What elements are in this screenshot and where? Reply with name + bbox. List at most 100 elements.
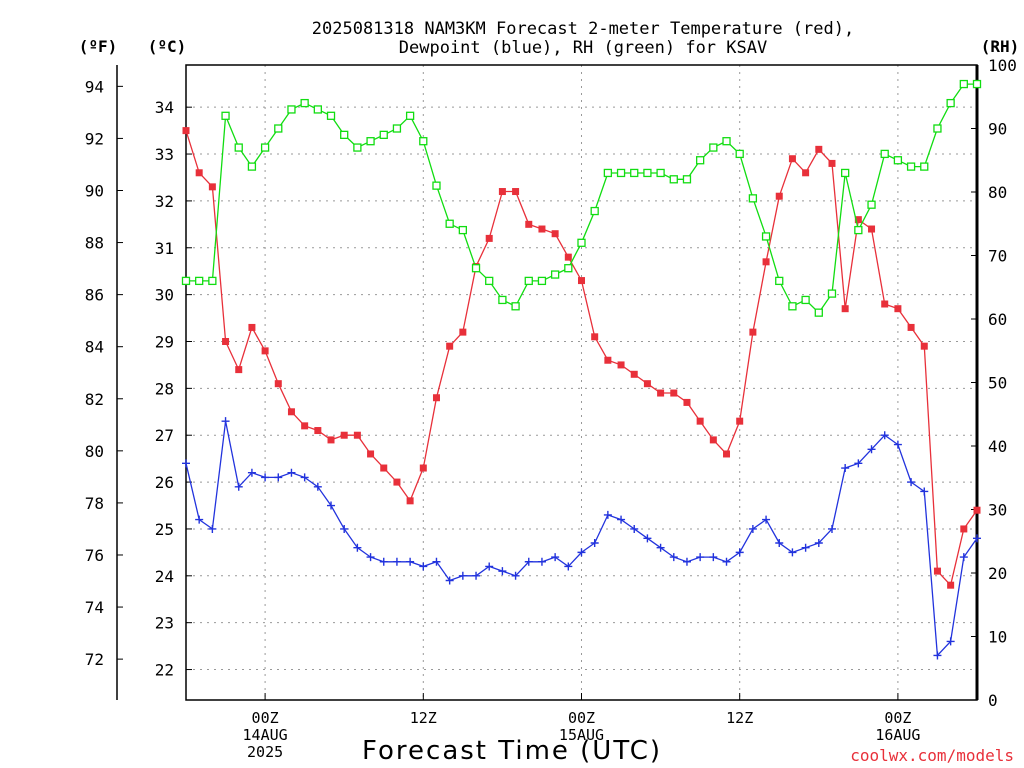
rh-point [221, 111, 230, 120]
rh-point [959, 79, 968, 89]
rh-point [696, 156, 705, 165]
dewpoint-series [182, 417, 981, 660]
fahrenheit-tick-label: 82 [85, 390, 104, 409]
temperature-point [670, 389, 678, 397]
temperature-point [828, 159, 836, 167]
rh-point [801, 295, 810, 305]
temperature-point [551, 230, 559, 238]
rh-point [300, 98, 309, 108]
celsius-tick-label: 28 [155, 379, 174, 398]
grid-lines [186, 65, 977, 700]
temperature-point [235, 366, 243, 374]
dewpoint-point [577, 548, 586, 557]
rh-point [880, 149, 889, 159]
rh-point [854, 225, 863, 235]
temperature-point [512, 188, 520, 196]
rh-point [326, 111, 336, 120]
temperature-point [287, 408, 295, 416]
rh-point [498, 295, 507, 305]
rh-point [709, 143, 718, 152]
temperature-point [538, 225, 546, 233]
series-layer [181, 79, 982, 660]
rh-point [537, 276, 547, 286]
temperature-point [248, 323, 256, 331]
rh-point [247, 162, 257, 171]
celsius-tick-label: 24 [155, 567, 174, 586]
dewpoint-point [880, 431, 889, 440]
dewpoint-point [287, 468, 296, 477]
temperature-point [380, 464, 388, 472]
rh-point [313, 105, 322, 114]
x-tick-label: 12Z [726, 709, 753, 727]
dewpoint-point [656, 543, 665, 552]
temperature-point [960, 525, 968, 533]
dewpoint-point [696, 553, 705, 562]
dewpoint-point [920, 487, 929, 496]
temperature-point [947, 581, 955, 589]
dewpoint-point [893, 440, 902, 449]
dewpoint-point [300, 473, 309, 482]
x-tick-label: 12Z [410, 709, 437, 727]
temperature-point [933, 567, 941, 575]
rh-point [814, 308, 823, 317]
dewpoint-point [313, 482, 322, 491]
dewpoint-line [185, 421, 978, 658]
axes: 72 74 76 78 80 82 84 86 88 90 92 94 22 23 24 25 26 27 28 29… [85, 56, 1017, 761]
temperature-point [419, 464, 427, 472]
dewpoint-point [524, 557, 533, 566]
rh-point [841, 168, 850, 178]
rh-point [471, 264, 481, 273]
temperature-point [696, 417, 704, 425]
temperature-point [353, 431, 361, 439]
temperature-point [327, 436, 335, 444]
fahrenheit-tick-label: 88 [85, 234, 104, 253]
celsius-tick-label: 26 [155, 473, 174, 492]
rh-tick-label: 60 [988, 310, 1007, 329]
x-tick-label: 16AUG [875, 726, 920, 744]
rh-point [748, 194, 758, 203]
rh-point [564, 264, 573, 273]
rh-tick-label: 70 [988, 247, 1007, 266]
rh-point [445, 219, 454, 228]
dewpoint-point [762, 515, 771, 524]
temperature-point [564, 253, 572, 261]
temperature-point [643, 380, 651, 388]
credit-text: coolwx.com/models [850, 746, 1014, 765]
dewpoint-point [406, 557, 415, 566]
rh-point [669, 175, 678, 184]
rh-tick-label: 50 [988, 374, 1007, 393]
dewpoint-point [748, 524, 757, 533]
dewpoint-point [933, 651, 942, 660]
temperature-point [802, 169, 810, 177]
rh-point [933, 124, 942, 133]
celsius-tick-label: 34 [155, 98, 174, 117]
temperature-point [604, 356, 612, 364]
fahrenheit-tick-label: 92 [85, 129, 104, 148]
rh-point [920, 162, 929, 171]
rh-point [722, 137, 731, 146]
dewpoint-point [340, 524, 349, 533]
temperature-point [617, 361, 625, 369]
celsius-tick-label: 22 [155, 661, 174, 680]
temperature-point [578, 277, 585, 285]
dewpoint-point [946, 637, 955, 646]
temperature-point [775, 192, 783, 200]
dewpoint-point [353, 543, 362, 552]
temperature-point [788, 155, 796, 163]
temperature-point [367, 450, 375, 458]
rh-tick-label: 20 [988, 564, 1007, 583]
x-tick-label: 14AUG [243, 726, 288, 744]
rh-tick-label: 80 [988, 183, 1007, 202]
dewpoint-point [669, 553, 678, 562]
temperature-point [841, 305, 849, 313]
rh-tick-label: 100 [988, 56, 1017, 75]
temperature-point [195, 169, 203, 177]
temperature-point [630, 370, 638, 378]
dewpoint-point [735, 548, 744, 557]
rh-point [775, 276, 784, 286]
temperature-point [657, 389, 665, 397]
chart-title: 2025081318 NAM3KM Forecast 2-meter Tempe… [312, 19, 854, 39]
chart-subtitle: Dewpoint (blue), RH (green) for KSAV [399, 38, 767, 58]
rh-point [181, 276, 191, 286]
celsius-tick-label: 23 [155, 614, 174, 633]
